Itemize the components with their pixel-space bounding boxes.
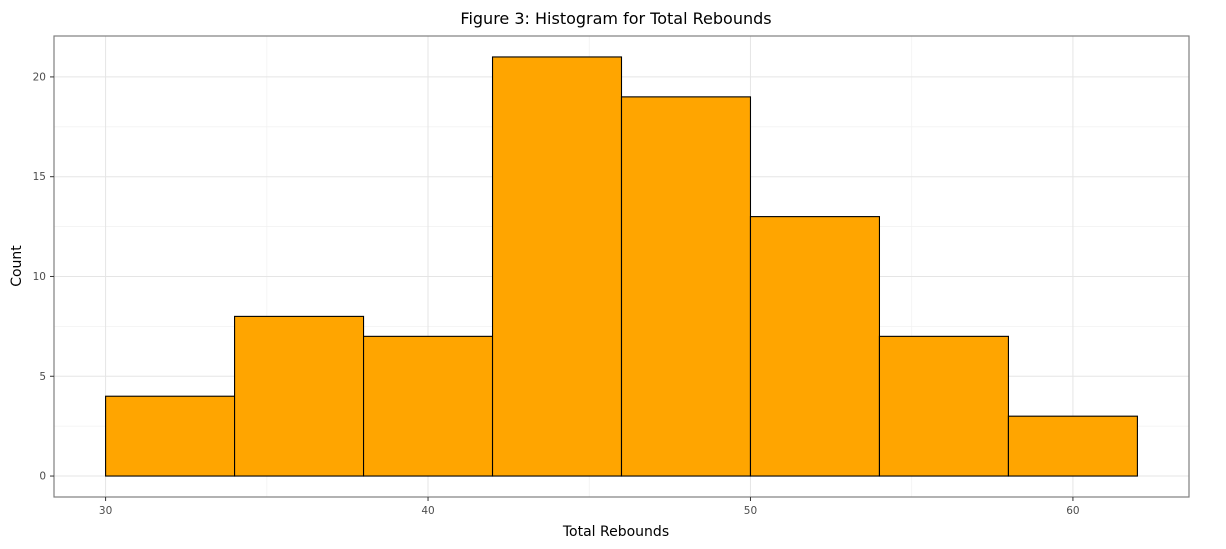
histogram-bar-3 — [362, 335, 494, 477]
x-tick-label: 30 — [99, 505, 112, 517]
y-tick-label: 15 — [33, 171, 46, 183]
bars — [105, 56, 1138, 477]
x-tick-label: 50 — [744, 505, 757, 517]
histogram-bar-4 — [491, 56, 623, 477]
x-tick-label: 40 — [421, 505, 434, 517]
y-axis-label: Count — [9, 245, 25, 287]
y-tick-label: 0 — [39, 471, 46, 483]
histogram-bar-1 — [105, 395, 236, 477]
x-axis-label: Total Rebounds — [562, 524, 669, 540]
chart-title: Figure 3: Histogram for Total Rebounds — [460, 9, 771, 28]
histogram-bar-6 — [749, 216, 881, 477]
y-tick-label: 10 — [33, 271, 46, 283]
histogram-bar-2 — [234, 315, 365, 477]
histogram-bar-8 — [1007, 415, 1138, 477]
y-tick-label: 5 — [39, 371, 46, 383]
axis-ticks: 30 40 50 60 0 5 10 15 20 — [33, 71, 1080, 517]
histogram-bar-7 — [878, 335, 1009, 477]
plot-panel-border — [53, 35, 1190, 498]
y-tick-label: 20 — [33, 71, 46, 83]
histogram-bar-5 — [620, 96, 752, 477]
x-tick-label: 60 — [1066, 505, 1079, 517]
